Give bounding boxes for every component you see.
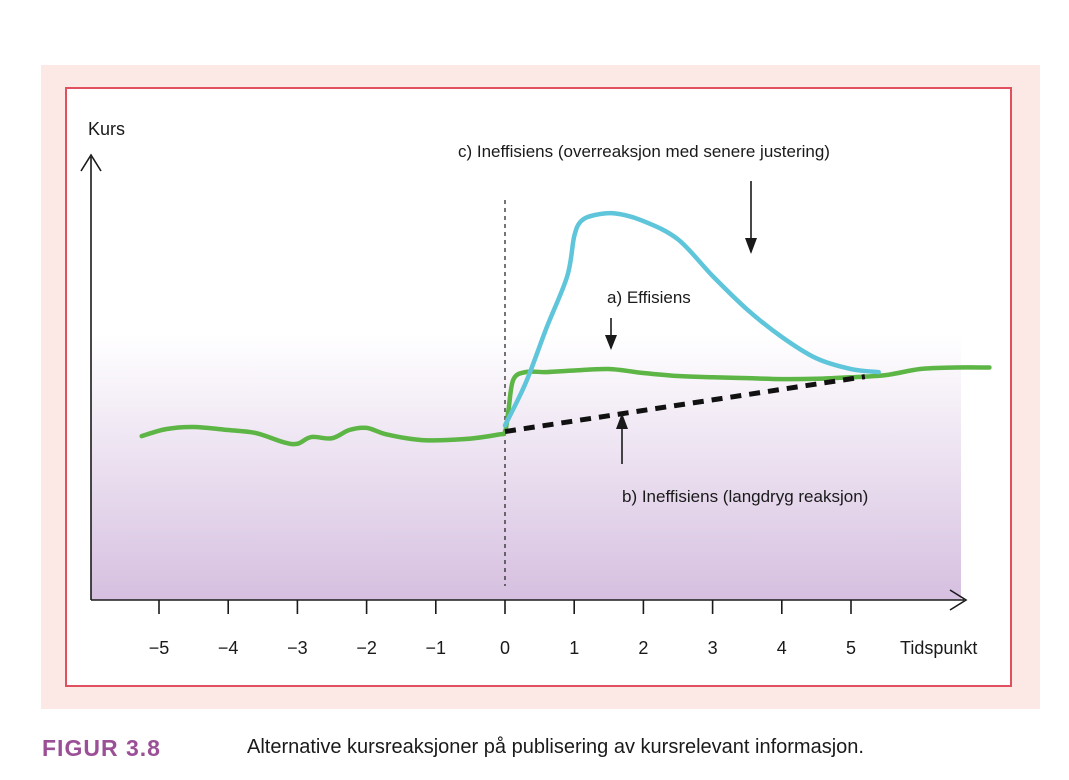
series-overreaction-line	[502, 210, 881, 428]
figure-label: FIGUR 3.8	[42, 735, 161, 761]
x-tick-label: −5	[149, 638, 170, 658]
x-tick-label: 5	[846, 638, 856, 658]
axes	[80, 153, 968, 611]
annotation-delayed-arrowhead	[616, 413, 628, 429]
y-axis-arrowhead	[80, 153, 102, 172]
x-tick-label: 3	[708, 638, 718, 658]
x-axis-label: Tidspunkt	[900, 638, 977, 658]
series-efficient-line	[139, 365, 992, 447]
x-tick-label: 4	[777, 638, 787, 658]
x-tick-label: 1	[569, 638, 579, 658]
series-delayed-line	[504, 374, 866, 435]
annotation-efficient-label: a) Effisiens	[607, 288, 691, 307]
plot-background	[91, 335, 961, 600]
annotation-overreaction-arrowhead	[745, 238, 757, 254]
annotation-delayed-label: b) Ineffisiens (langdryg reaksjon)	[622, 487, 868, 506]
x-axis-arrowhead	[949, 589, 968, 611]
series-layer	[139, 210, 992, 447]
x-ticks	[158, 600, 852, 614]
x-tick-label: 2	[638, 638, 648, 658]
x-tick-label: −4	[218, 638, 239, 658]
x-tick-label: −3	[287, 638, 308, 658]
annotation-overreaction-label: c) Ineffisiens (overreaksjon med senere …	[458, 142, 830, 161]
x-tick-labels: −5 −4 −3 −2 −1 0 1 2 3 4 5	[149, 638, 856, 658]
annotation-efficient-arrowhead	[605, 335, 617, 350]
x-tick-label: −1	[426, 638, 447, 658]
y-axis-label: Kurs	[88, 119, 125, 139]
x-tick-label: 0	[500, 638, 510, 658]
x-tick-label: −2	[356, 638, 377, 658]
chart: −5 −4 −3 −2 −1 0 1 2 3 4 5 Kurs Tidspunkt c) Ineff…	[80, 119, 992, 658]
figure-caption: Alternative kursreaksjoner på publiserin…	[247, 736, 864, 758]
